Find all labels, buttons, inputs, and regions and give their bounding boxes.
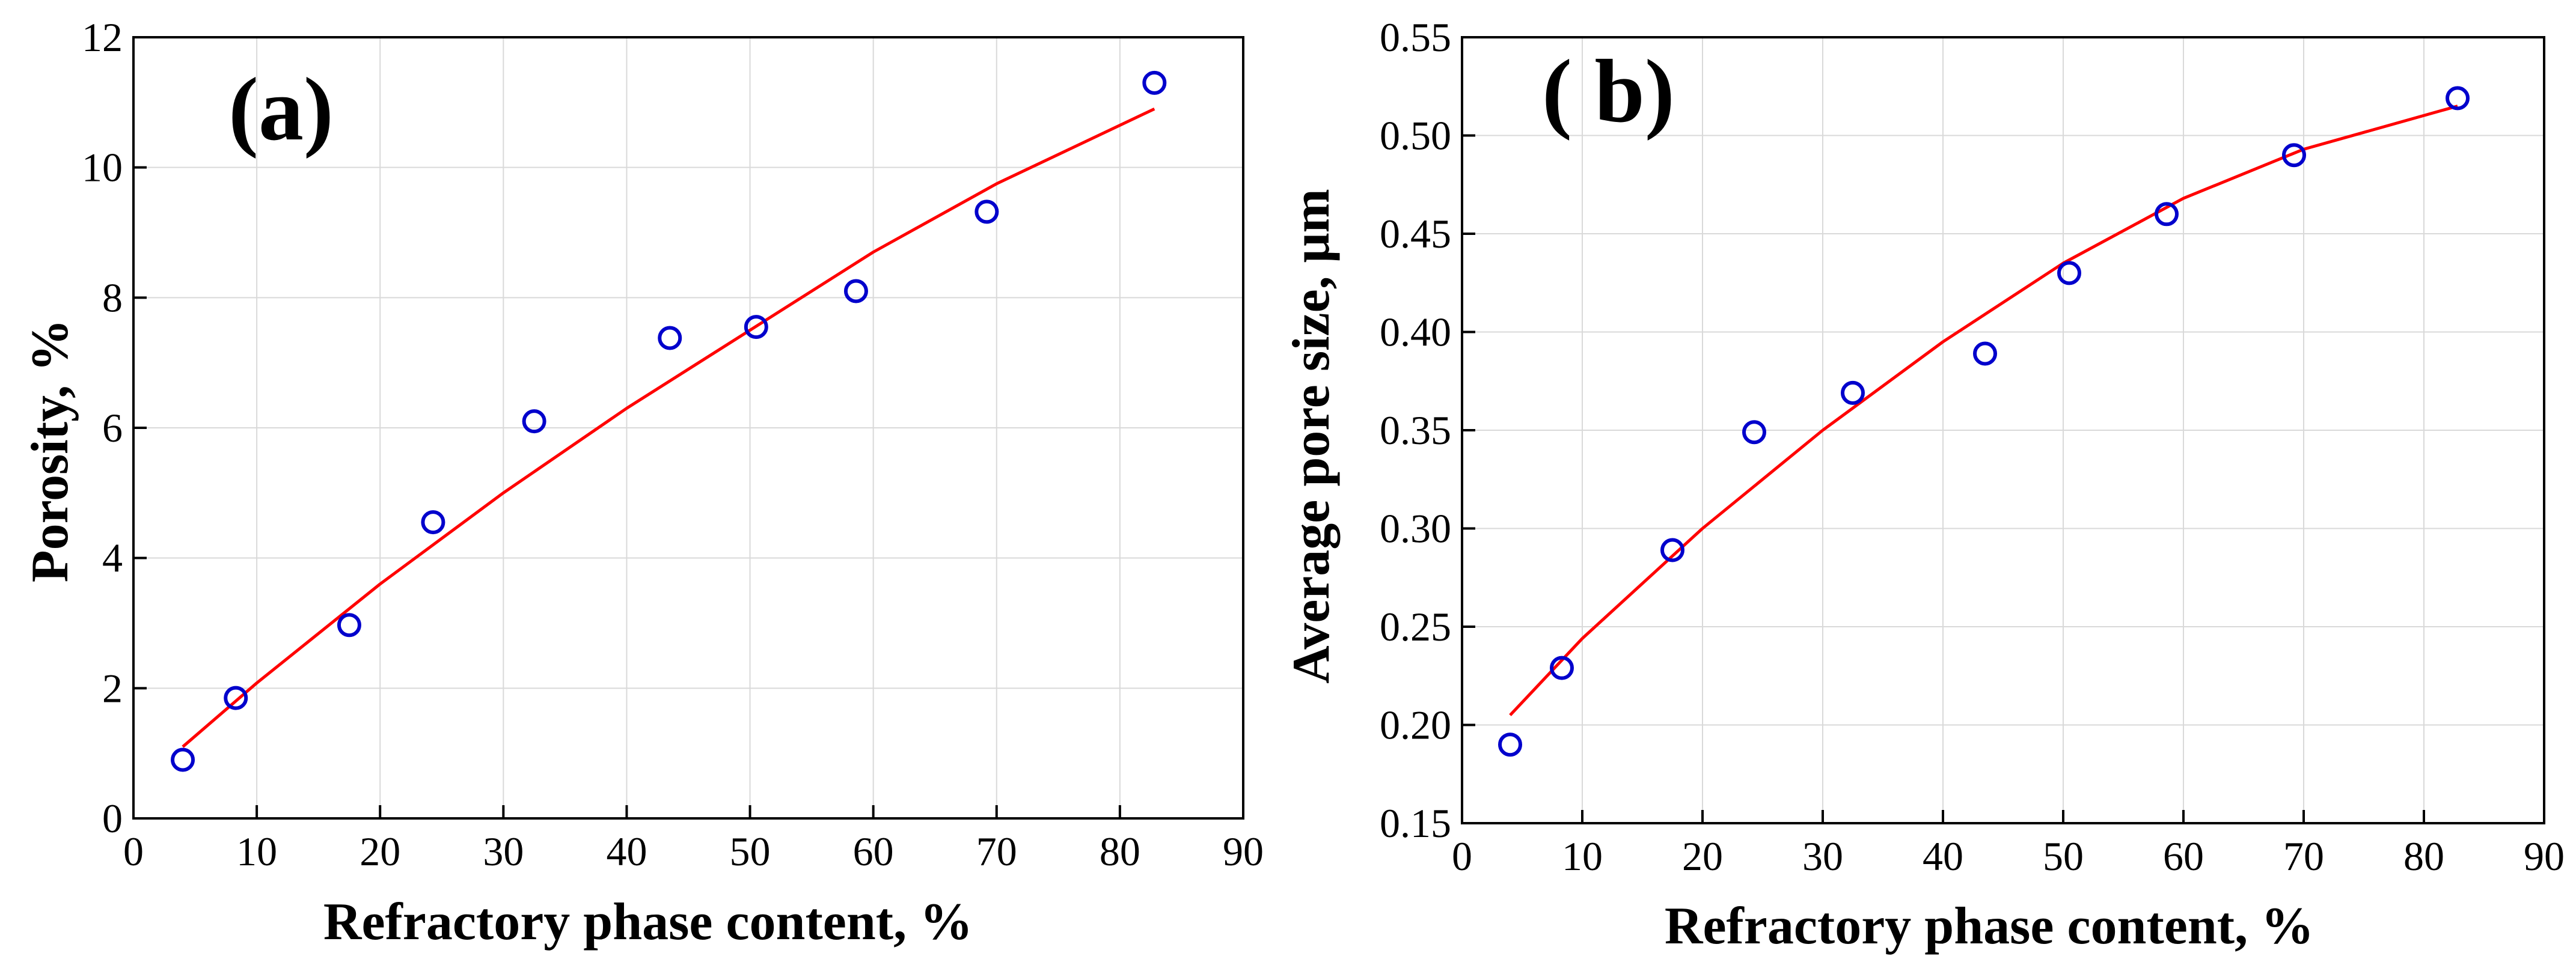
y-tick-label: 0.35 — [1380, 407, 1451, 453]
x-tick-label: 10 — [236, 829, 277, 874]
data-point — [171, 747, 195, 772]
data-point — [1841, 380, 1865, 405]
y-tick-label: 0.45 — [1380, 211, 1451, 257]
x-tick-label: 20 — [359, 829, 400, 874]
x-axis-title: Refractory phase content, % — [1665, 897, 2314, 955]
chart-panel-a: 0 10 20 30 40 50 60 70 80 90 0 2 4 6 8 10 12 (a) Refract… — [21, 14, 1264, 951]
x-tick-label: 40 — [606, 829, 647, 874]
data-point — [1498, 732, 1522, 757]
x-tick-label: 70 — [976, 829, 1017, 874]
data-point — [658, 326, 682, 350]
x-tick-label: 0 — [123, 829, 144, 874]
data-point — [2282, 143, 2306, 168]
x-tick-label: 50 — [2043, 833, 2084, 879]
panel-label-b: ( b) — [1542, 41, 1675, 141]
axis-ticks: 0 10 20 30 40 50 60 70 80 90 0 2 4 6 8 10 12 — [82, 14, 1264, 874]
x-tick-label: 20 — [1682, 833, 1723, 879]
x-axis-title: Refractory phase content, % — [323, 893, 973, 951]
x-tick-label: 50 — [730, 829, 771, 874]
data-point — [974, 199, 999, 224]
y-tick-label: 0 — [102, 796, 123, 841]
fit-curve-group — [182, 107, 1155, 748]
x-tick-label: 80 — [1100, 829, 1140, 874]
x-tick-label: 40 — [1923, 833, 1963, 879]
y-tick-label: 4 — [102, 535, 123, 581]
y-tick-label: 6 — [102, 405, 123, 451]
y-tick-label: 0.30 — [1380, 506, 1451, 552]
fit-curve-group — [1509, 105, 2458, 716]
y-tick-label: 0.40 — [1380, 309, 1451, 355]
y-tick-label: 0.55 — [1380, 14, 1451, 60]
x-tick-label: 70 — [2283, 833, 2324, 879]
y-tick-label: 0.50 — [1380, 113, 1451, 159]
data-point — [224, 686, 248, 710]
chart-panel-b: 0 10 20 30 40 50 60 70 80 90 0.15 0.20 0.25 0.30 0.35 0… — [1282, 14, 2565, 955]
x-tick-label: 90 — [2524, 833, 2565, 879]
x-tick-label: 0 — [1452, 833, 1472, 879]
data-point — [2057, 261, 2081, 285]
x-tick-label: 90 — [1223, 829, 1264, 874]
x-tick-label: 30 — [483, 829, 524, 874]
x-tick-label: 30 — [1802, 833, 1843, 879]
y-axis-title: Average pore size, μm — [1282, 189, 1341, 684]
y-axis-title: Porosity, % — [21, 319, 79, 582]
data-points-group — [171, 70, 1167, 772]
data-point — [2446, 86, 2470, 111]
y-tick-label: 8 — [102, 275, 123, 320]
data-point — [1973, 341, 1997, 366]
data-point — [843, 279, 868, 303]
data-point — [2155, 202, 2179, 227]
data-points-group — [1498, 86, 2470, 757]
y-tick-label: 10 — [82, 145, 123, 190]
data-point — [522, 409, 546, 434]
data-point — [1142, 70, 1167, 95]
y-tick-label: 0.25 — [1380, 604, 1451, 650]
x-tick-label: 10 — [1562, 833, 1603, 879]
x-tick-label: 60 — [853, 829, 894, 874]
y-tick-label: 2 — [102, 665, 123, 711]
data-point — [421, 510, 445, 535]
data-point — [1742, 420, 1766, 445]
data-point — [1660, 538, 1684, 562]
axis-ticks: 0 10 20 30 40 50 60 70 80 90 0.15 0.20 0.25 0.30 0.35 0… — [1380, 14, 2565, 879]
x-tick-label: 60 — [2163, 833, 2204, 879]
x-tick-label: 80 — [2403, 833, 2444, 879]
y-tick-label: 12 — [82, 14, 123, 60]
panel-label-a: (a) — [228, 59, 334, 159]
data-point — [337, 613, 361, 638]
y-tick-label: 0.15 — [1380, 800, 1451, 846]
data-point — [1550, 656, 1574, 680]
y-tick-label: 0.20 — [1380, 702, 1451, 748]
data-point — [744, 315, 768, 339]
fit-curve-line — [182, 107, 1155, 748]
fit-curve-line — [1509, 105, 2458, 716]
